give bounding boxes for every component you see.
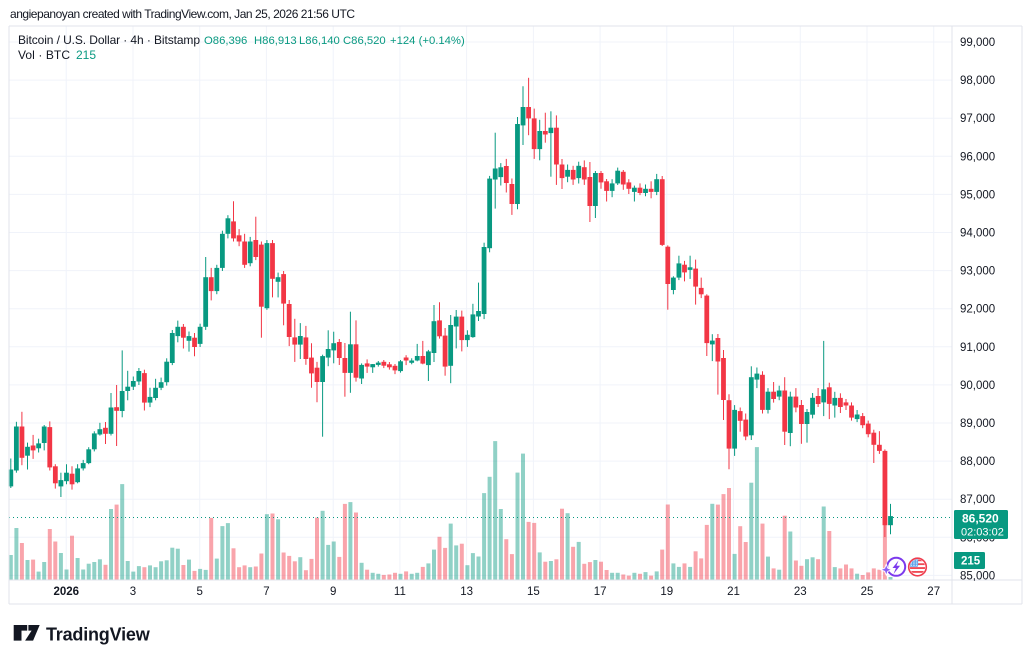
svg-text:13: 13 <box>460 586 473 598</box>
svg-text:Vol · BTC: Vol · BTC <box>18 48 70 62</box>
svg-text:87,000: 87,000 <box>960 494 995 506</box>
svg-text:91,000: 91,000 <box>960 342 995 354</box>
svg-text:Bitcoin / U.S. Dollar · 4h · B: Bitcoin / U.S. Dollar · 4h · Bitstamp <box>18 33 200 47</box>
svg-text:angiepanoyan created with Trad: angiepanoyan created with TradingView.co… <box>10 7 355 21</box>
svg-text:02:03:02: 02:03:02 <box>961 527 1004 539</box>
svg-text:2026: 2026 <box>53 586 79 598</box>
svg-text:5: 5 <box>196 586 202 598</box>
svg-text:86,520: 86,520 <box>962 512 999 526</box>
svg-text:88,000: 88,000 <box>960 456 995 468</box>
svg-text:89,000: 89,000 <box>960 418 995 430</box>
svg-text:+124 (+0.14%): +124 (+0.14%) <box>390 35 465 47</box>
svg-text:23: 23 <box>794 586 807 598</box>
svg-text:O86,396: O86,396 <box>204 35 247 47</box>
svg-text:H86,913: H86,913 <box>254 35 297 47</box>
svg-text:25: 25 <box>861 586 874 598</box>
svg-text:96,000: 96,000 <box>960 151 995 163</box>
svg-text:19: 19 <box>660 586 673 598</box>
svg-text:21: 21 <box>727 586 740 598</box>
svg-text:215: 215 <box>961 556 981 568</box>
svg-text:C86,520: C86,520 <box>343 35 386 47</box>
svg-text:93,000: 93,000 <box>960 266 995 278</box>
svg-text:95,000: 95,000 <box>960 189 995 201</box>
svg-text:17: 17 <box>594 586 607 598</box>
svg-text:97,000: 97,000 <box>960 113 995 125</box>
svg-text:7: 7 <box>263 586 269 598</box>
svg-text:9: 9 <box>330 586 336 598</box>
svg-text:215: 215 <box>76 48 96 62</box>
svg-text:94,000: 94,000 <box>960 228 995 240</box>
svg-text:92,000: 92,000 <box>960 304 995 316</box>
svg-text:TradingView: TradingView <box>46 625 151 645</box>
svg-text:15: 15 <box>527 586 540 598</box>
svg-text:L86,140: L86,140 <box>299 35 340 47</box>
svg-text:99,000: 99,000 <box>960 37 995 49</box>
svg-text:98,000: 98,000 <box>960 75 995 87</box>
svg-text:11: 11 <box>394 586 406 598</box>
svg-text:3: 3 <box>130 586 136 598</box>
svg-text:85,000: 85,000 <box>960 570 995 582</box>
svg-text:90,000: 90,000 <box>960 380 995 392</box>
svg-text:27: 27 <box>927 586 940 598</box>
